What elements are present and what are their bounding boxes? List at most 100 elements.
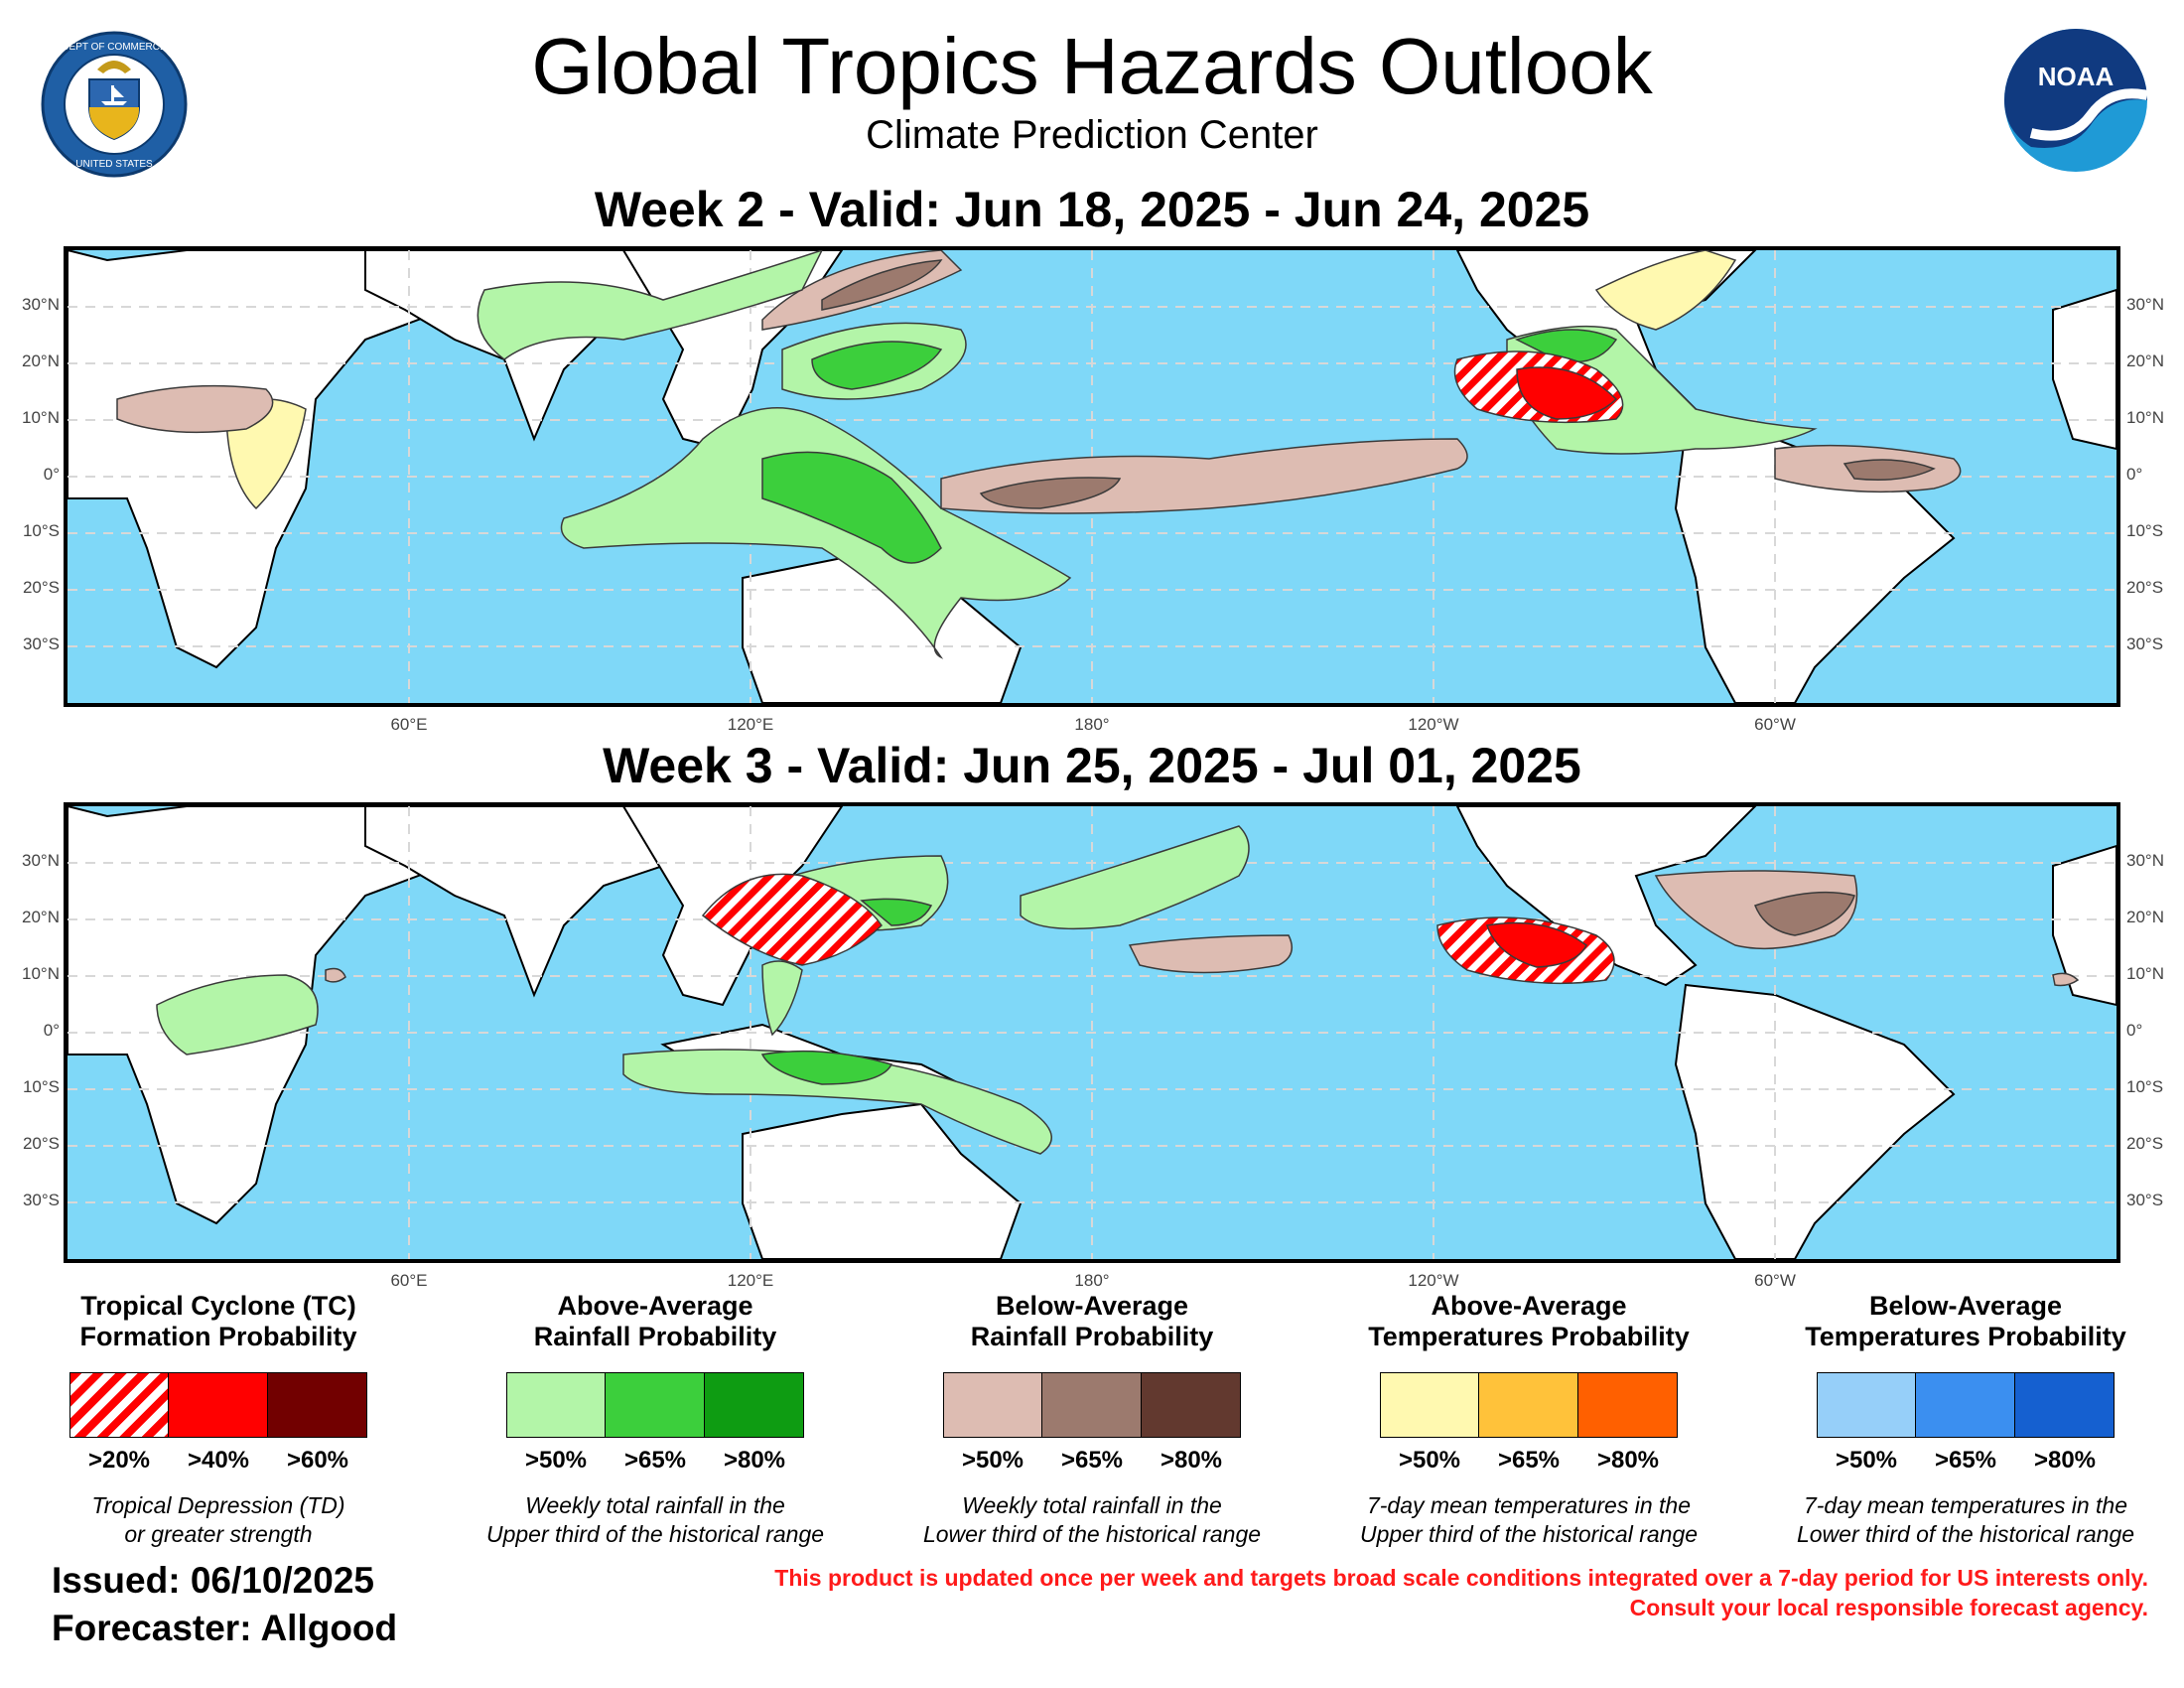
- below-rain-central-pacific: [1128, 934, 1294, 974]
- legend-label: >50%: [961, 1447, 1024, 1474]
- issued-info: Issued: 06/10/2025 Forecaster: Allgood: [52, 1557, 397, 1652]
- w2-lat-label-right: 20°S: [2126, 578, 2164, 597]
- w2-lat-label-right: 10°N: [2126, 408, 2164, 427]
- w3-lon-label: 120°W: [1408, 1271, 1459, 1290]
- legend-swatch-above-rain-50: [506, 1372, 606, 1438]
- legend-swatch-tc-40: [169, 1372, 268, 1438]
- legend-label: >20%: [87, 1447, 151, 1474]
- above-rain-maritime-65: [761, 451, 942, 564]
- legend-swatch-tc-60: [268, 1372, 367, 1438]
- legend-label: >50%: [524, 1447, 588, 1474]
- w2-lon-label: 120°W: [1408, 715, 1459, 734]
- legend-heading: Tropical Cyclone (TC): [80, 1291, 356, 1321]
- legend-tc-formation: Tropical Cyclone (TC) Formation Probabil…: [30, 1291, 407, 1549]
- above-temp-southeast-us: [1594, 250, 1737, 331]
- legend-note: Weekly total rainfall in the Upper third…: [467, 1491, 844, 1549]
- w2-lat-label: 0°: [43, 465, 60, 484]
- legend-label: >80%: [1596, 1447, 1660, 1474]
- legend-note-line: 7-day mean temperatures in the: [1803, 1492, 2127, 1518]
- legend-swatch-above-temp-50: [1380, 1372, 1479, 1438]
- legend-heading: Rainfall Probability: [533, 1322, 777, 1351]
- svg-text:DEPT OF COMMERCE: DEPT OF COMMERCE: [62, 42, 167, 53]
- below-rain-caribbean-65: [1754, 891, 1855, 936]
- w2-lon-label: 120°E: [727, 715, 774, 734]
- w2-lat-label: 20°S: [22, 578, 60, 597]
- w2-lat-label-right: 30°S: [2126, 634, 2164, 653]
- legend-label: >65%: [1934, 1447, 1997, 1474]
- legend-above-temp: Above-Average Temperatures Probability >…: [1340, 1291, 1717, 1549]
- legend-label: >65%: [1060, 1447, 1124, 1474]
- legend-below-temp: Below-Average Temperatures Probability >…: [1777, 1291, 2154, 1549]
- legend-note-line: Weekly total rainfall in the: [525, 1492, 785, 1518]
- above-rain-africa: [156, 974, 319, 1055]
- legend-note: Tropical Depression (TD) or greater stre…: [30, 1491, 407, 1549]
- legend-note: Weekly total rainfall in the Lower third…: [903, 1491, 1281, 1549]
- week3-hazards: [156, 825, 2080, 1155]
- disclaimer-line: This product is updated once per week an…: [774, 1565, 2148, 1591]
- legend-heading: Temperatures Probability: [1368, 1322, 1690, 1351]
- w3-lat-label-right: 30°N: [2126, 851, 2164, 870]
- above-rain-wpac-north-65: [860, 898, 933, 926]
- legend-heading: Formation Probability: [79, 1322, 357, 1351]
- w2-lon-label: 180°: [1074, 715, 1110, 734]
- legend-swatch-below-rain-65: [1042, 1372, 1142, 1438]
- page-title: Global Tropics Hazards Outlook: [531, 22, 1653, 110]
- above-rain-central-pacific: [1020, 825, 1250, 930]
- legend-label: >65%: [623, 1447, 687, 1474]
- legend-heading: Above-Average: [557, 1291, 753, 1321]
- disclaimer-line: Consult your local responsible forecast …: [1629, 1595, 2148, 1620]
- legend-heading: Rainfall Probability: [970, 1322, 1214, 1351]
- legend-label: >40%: [187, 1447, 250, 1474]
- w3-lon-label: 120°E: [727, 1271, 774, 1290]
- legend-swatch-below-temp-65: [1916, 1372, 2015, 1438]
- tc-40-mexico: [1486, 921, 1587, 968]
- w2-lat-label: 30°S: [22, 634, 60, 653]
- w3-lat-label-right: 10°N: [2126, 964, 2164, 983]
- w2-lon-label: 60°W: [1754, 715, 1796, 734]
- below-rain-africa: [116, 384, 274, 434]
- legend-note-line: or greater strength: [124, 1521, 313, 1547]
- legend-heading: Above-Average: [1431, 1291, 1627, 1321]
- w3-lat-label: 20°S: [22, 1134, 60, 1153]
- legend-heading: Below-Average: [995, 1291, 1189, 1321]
- legend-label: >80%: [2033, 1447, 2097, 1474]
- page-subtitle: Climate Prediction Center: [866, 113, 1318, 157]
- below-rain-wpac-north-65: [821, 259, 943, 311]
- legend-above-rain: Above-Average Rainfall Probability >50% …: [467, 1291, 844, 1549]
- issued-date: Issued: 06/10/2025: [52, 1560, 374, 1601]
- week2-hazards: [116, 250, 1962, 659]
- tc-40-mexico: [1516, 366, 1618, 420]
- w2-lat-label: 20°N: [22, 352, 60, 370]
- legend-label: >80%: [723, 1447, 786, 1474]
- w3-lon-label: 60°E: [390, 1271, 428, 1290]
- above-rain-philippines: [761, 960, 803, 1037]
- week2-map: [64, 246, 2120, 707]
- legend-label: >80%: [1160, 1447, 1223, 1474]
- legend-heading: Temperatures Probability: [1805, 1322, 2126, 1351]
- noaa-logo-icon: NOAA: [2004, 29, 2149, 172]
- legend-label: >65%: [1497, 1447, 1561, 1474]
- w2-lat-label: 10°S: [22, 521, 60, 540]
- legend-swatch-below-rain-80: [1142, 1372, 1241, 1438]
- w3-lat-label: 30°S: [22, 1191, 60, 1209]
- below-rain-south-america-65: [1843, 459, 1936, 481]
- w3-lat-label-right: 0°: [2126, 1021, 2143, 1040]
- w2-lat-label-right: 30°N: [2126, 295, 2164, 314]
- forecaster-name: Forecaster: Allgood: [52, 1608, 398, 1648]
- week2-map-title: Week 2 - Valid: Jun 18, 2025 - Jun 24, 2…: [594, 182, 1590, 237]
- commerce-seal-icon: DEPT OF COMMERCE UNITED STATES: [41, 31, 188, 178]
- legend-note: 7-day mean temperatures in the Upper thi…: [1340, 1491, 1717, 1549]
- legend-label: >50%: [1398, 1447, 1461, 1474]
- w2-lat-label: 10°N: [22, 408, 60, 427]
- legend-note-line: Tropical Depression (TD): [91, 1492, 345, 1518]
- legend-label: >50%: [1835, 1447, 1898, 1474]
- legend-below-rain: Below-Average Rainfall Probability >50% …: [903, 1291, 1281, 1549]
- legend-note-line: Upper third of the historical range: [1359, 1521, 1699, 1547]
- legend-swatch-above-rain-80: [705, 1372, 804, 1438]
- svg-text:UNITED STATES: UNITED STATES: [75, 159, 153, 170]
- above-rain-maritime: [560, 407, 1072, 659]
- west-africa-land: [2052, 288, 2116, 451]
- legend-note-line: 7-day mean temperatures in the: [1366, 1492, 1691, 1518]
- legend-note-line: Weekly total rainfall in the: [962, 1492, 1222, 1518]
- below-rain-africa-small: [325, 967, 346, 983]
